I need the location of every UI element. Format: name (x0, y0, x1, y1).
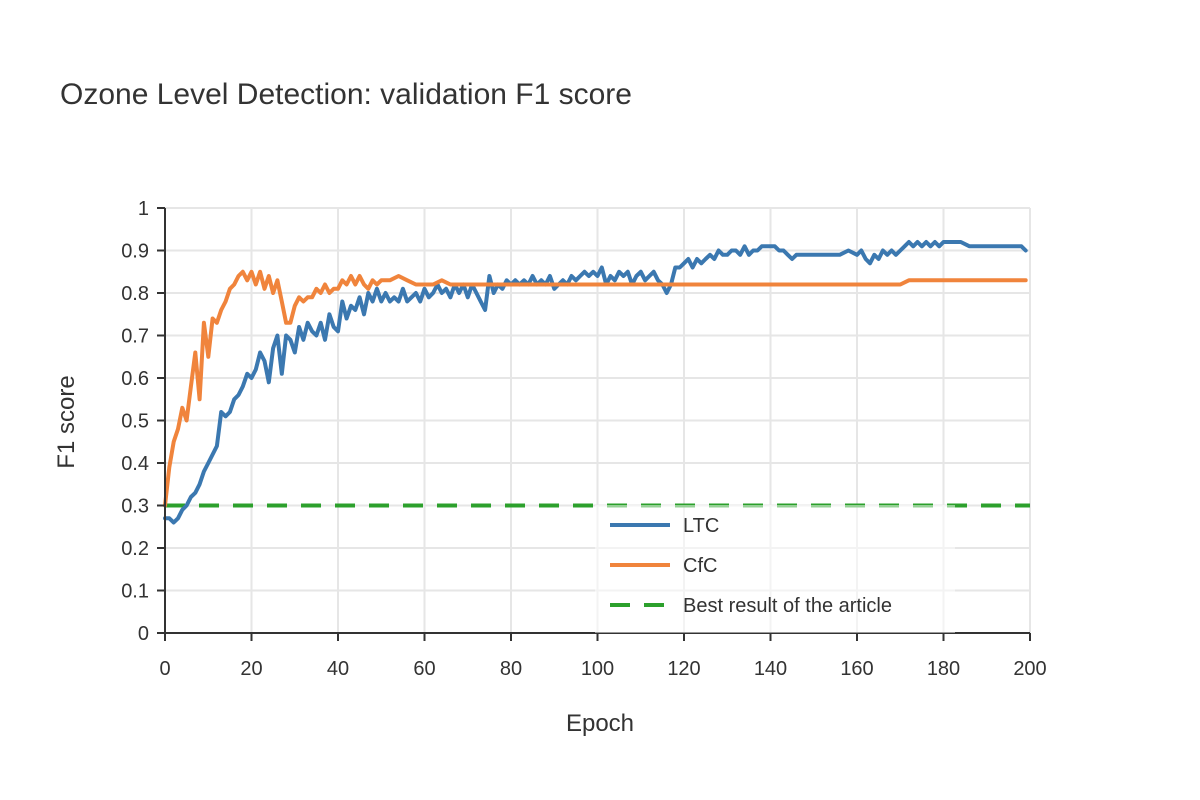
y-tick-label: 1 (138, 198, 149, 220)
y-tick-label: 0.5 (121, 411, 149, 433)
legend: LTC CfC Best result of the article (595, 505, 955, 633)
x-tick-label: 60 (413, 658, 435, 680)
x-tick-label: 120 (667, 658, 700, 680)
x-axis-title: Epoch (566, 710, 634, 737)
y-tick-label: 0.7 (121, 326, 149, 348)
y-tick-label: 0.2 (121, 538, 149, 560)
series-line-ltc (163, 240, 1028, 525)
legend-label: LTC (683, 515, 719, 537)
legend-label: Best result of the article (683, 595, 892, 617)
x-tick-label: 20 (240, 658, 262, 680)
y-tick-label: 0.3 (121, 496, 149, 518)
y-tick-label: 0.8 (121, 283, 149, 305)
x-tick-label: 200 (1013, 658, 1046, 680)
y-tick-label: 0 (138, 623, 149, 645)
y-tick-label: 0.9 (121, 241, 149, 263)
x-tick-label: 80 (500, 658, 522, 680)
x-tick-label: 100 (581, 658, 614, 680)
x-tick-label: 140 (754, 658, 787, 680)
y-axis-title: F1 score (53, 375, 80, 468)
x-tick-label: 40 (327, 658, 349, 680)
y-tick-label: 0.6 (121, 368, 149, 390)
x-tick-label: 180 (927, 658, 960, 680)
chart-title: Ozone Level Detection: validation F1 sco… (60, 78, 632, 111)
y-tick-label: 0.4 (121, 453, 149, 475)
y-tick-label: 0.1 (121, 581, 149, 603)
series-line-cfc (163, 269, 1028, 508)
x-tick-label: 0 (159, 658, 170, 680)
x-tick-label: 160 (840, 658, 873, 680)
legend-label: CfC (683, 555, 717, 577)
